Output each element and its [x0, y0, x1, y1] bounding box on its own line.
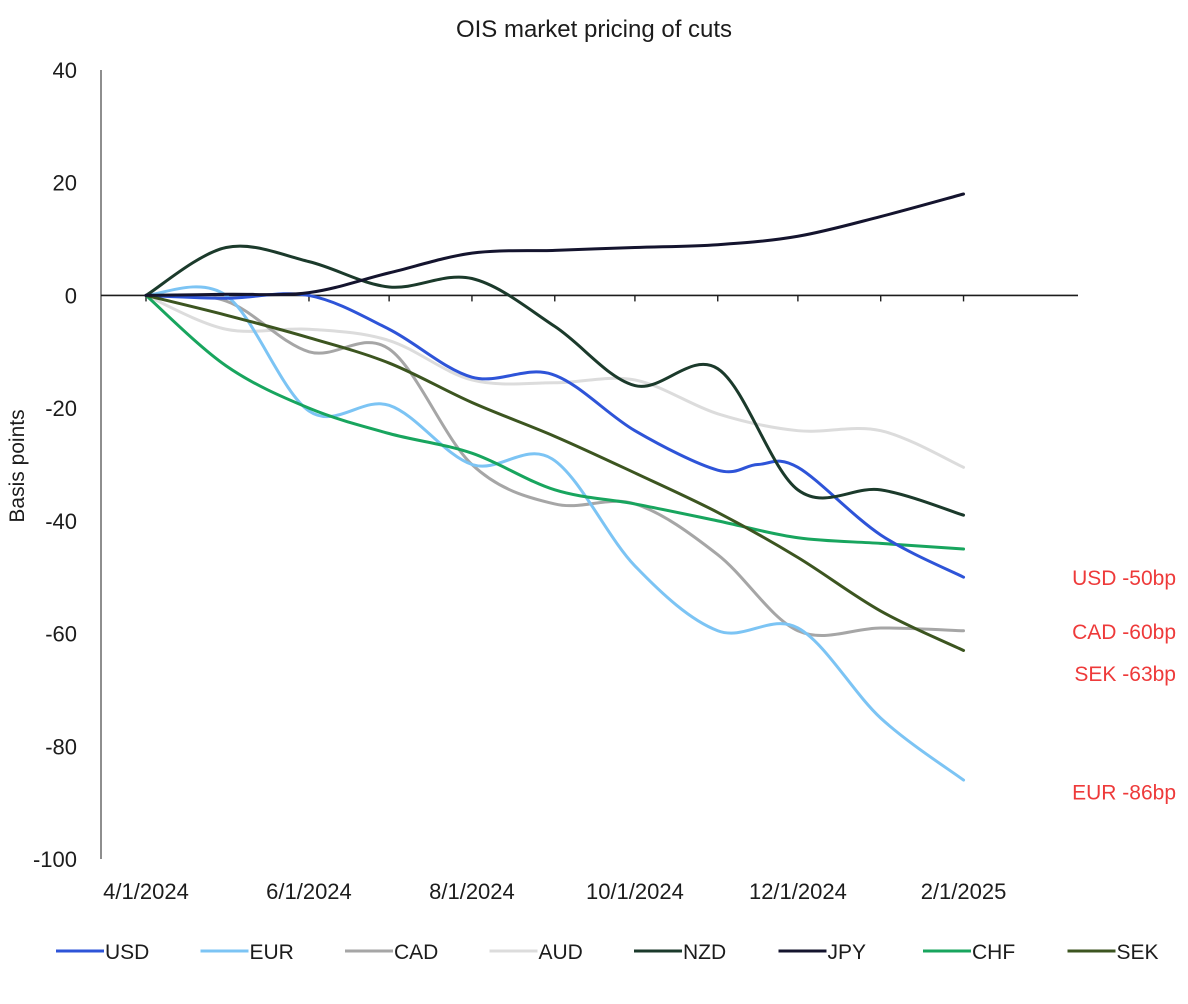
- x-tick-label: 4/1/2024: [103, 879, 189, 904]
- annotations: USD -50bp CAD -60bp SEK -63bp EUR -86bp: [1072, 567, 1176, 804]
- legend-label: EUR: [250, 941, 294, 964]
- legend-label: CAD: [394, 941, 438, 964]
- series-line-aud: [144, 293, 966, 469]
- legend-item-cad: CAD: [345, 941, 438, 964]
- legend-label: AUD: [539, 941, 583, 964]
- series-lines: [144, 192, 966, 782]
- legend-label: NZD: [683, 941, 726, 964]
- x-tick-label: 6/1/2024: [266, 879, 352, 904]
- y-axis-title: Basis points: [6, 409, 29, 522]
- series-line-sek: [144, 293, 966, 652]
- x-tick-label: 2/1/2025: [921, 879, 1007, 904]
- legend-item-sek: SEK: [1067, 941, 1159, 964]
- legend-item-eur: EUR: [200, 941, 294, 964]
- legend-item-nzd: NZD: [634, 941, 726, 964]
- annotation-label: USD -50bp: [1072, 567, 1176, 590]
- annotation-label: CAD -60bp: [1072, 621, 1176, 644]
- y-tick-label: -40: [45, 509, 77, 534]
- y-tick-label: -80: [45, 734, 77, 759]
- x-tick-label: 10/1/2024: [586, 879, 684, 904]
- axes: 40 20 0 -20 -40 -60 -80 -100 4/1/2024 6/1/2024 8/1…: [33, 58, 1078, 904]
- annotation-label: EUR -86bp: [1072, 781, 1176, 804]
- legend-item-usd: USD: [56, 941, 149, 964]
- legend-label: SEK: [1117, 941, 1159, 964]
- legend-item-aud: AUD: [489, 941, 583, 964]
- series-line-jpy: [144, 192, 966, 297]
- y-tick-label: -100: [33, 847, 77, 872]
- x-tick-label: 12/1/2024: [749, 879, 847, 904]
- series-line-cad: [144, 293, 966, 638]
- legend-item-chf: CHF: [923, 941, 1015, 964]
- y-tick-label: -20: [45, 396, 77, 421]
- series-line-nzd: [144, 244, 966, 517]
- legend-label: USD: [105, 941, 149, 964]
- y-tick-label: -60: [45, 622, 77, 647]
- series-line-usd: [144, 292, 966, 579]
- series-line-chf: [144, 293, 966, 551]
- legend-label: JPY: [828, 941, 867, 964]
- legend-label: CHF: [972, 941, 1015, 964]
- y-tick-label: 40: [53, 58, 77, 83]
- y-tick-label: 20: [53, 171, 77, 196]
- series-line-eur: [144, 285, 966, 782]
- annotation-label: SEK -63bp: [1074, 663, 1176, 686]
- x-tick-label: 8/1/2024: [429, 879, 515, 904]
- y-tick-label: 0: [65, 283, 77, 308]
- chart-title: OIS market pricing of cuts: [456, 16, 732, 43]
- legend-item-jpy: JPY: [778, 941, 867, 964]
- legend: USD EUR CAD AUD NZD JPY CHF SEK: [56, 941, 1159, 964]
